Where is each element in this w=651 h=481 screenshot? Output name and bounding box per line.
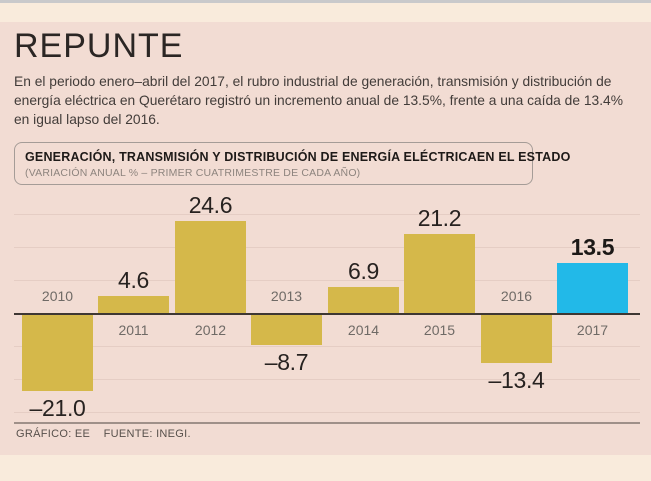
year-label-2012: 2012 — [194, 322, 227, 338]
zero-axis-line — [14, 313, 640, 315]
graphic-credit: GRÁFICO: EE — [16, 428, 91, 440]
value-label-2012: 24.6 — [188, 192, 233, 218]
chart-title: GENERACIÓN, TRANSMISIÓN Y DISTRIBUCIÓN D… — [25, 150, 571, 164]
bar-2014 — [328, 287, 399, 313]
year-label-2015: 2015 — [423, 322, 456, 338]
value-label-2011: 4.6 — [117, 267, 150, 293]
gridline — [14, 346, 640, 347]
intro-paragraph: En el periodo enero–abril del 2017, el r… — [14, 74, 623, 128]
source-credit: FUENTE: INEGI. — [103, 428, 191, 440]
bar-2011 — [98, 296, 169, 313]
value-label-2016: –13.4 — [488, 367, 545, 393]
gridline — [14, 247, 640, 248]
gridline — [14, 214, 640, 215]
bar-2010 — [22, 313, 93, 391]
chart-header-box: GENERACIÓN, TRANSMISIÓN Y DISTRIBUCIÓN D… — [14, 142, 571, 185]
infographic-card: REPUNTE En el periodo enero–abril del 20… — [0, 22, 651, 455]
footer-divider — [14, 422, 640, 424]
year-label-2013: 2013 — [270, 288, 303, 304]
bar-2016 — [481, 313, 552, 363]
year-label-2014: 2014 — [347, 322, 380, 338]
year-label-2016: 2016 — [500, 288, 533, 304]
bar-2012 — [175, 221, 246, 313]
top-divider-strip — [0, 0, 651, 3]
page-title: REPUNTE — [14, 27, 184, 65]
chart-subtitle: (VARIACIÓN ANUAL % – PRIMER CUATRIMESTRE… — [25, 167, 361, 179]
year-label-2011: 2011 — [118, 322, 149, 338]
year-label-2010: 2010 — [41, 288, 74, 304]
bar-2013 — [251, 313, 322, 345]
value-label-2013: –8.7 — [264, 349, 309, 375]
value-label-2015: 21.2 — [417, 205, 462, 231]
gridline — [14, 280, 640, 281]
bar-2017 — [557, 263, 628, 313]
gridline — [14, 379, 640, 380]
value-label-2010: –21.0 — [29, 395, 86, 421]
bar-2015 — [404, 234, 475, 313]
value-label-2014: 6.9 — [347, 258, 380, 284]
bar-chart: –21.0 2010 4.6 2011 24.6 2012 –8.7 2013 6.9 2014 2… — [14, 190, 640, 423]
footer-credits: GRÁFICO: EE FUENTE: INEGI. — [16, 428, 191, 440]
gridline — [14, 412, 640, 413]
year-label-2017: 2017 — [576, 322, 609, 338]
value-label-2017: 13.5 — [570, 234, 615, 260]
